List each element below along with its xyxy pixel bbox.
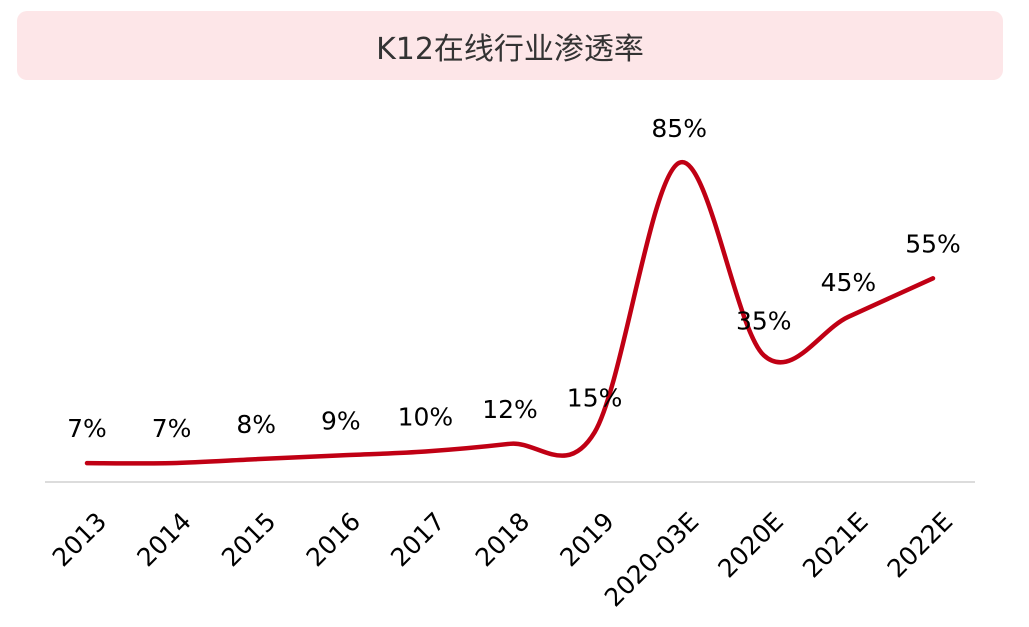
data-label: 35% xyxy=(736,306,792,335)
chart-title: K12在线行业渗透率 xyxy=(376,31,644,67)
x-tick-label: 2021E xyxy=(797,507,874,584)
x-tick-label: 2015 xyxy=(216,507,281,572)
data-label: 9% xyxy=(321,406,361,435)
x-tick-label: 2013 xyxy=(47,507,112,572)
data-label: 8% xyxy=(236,410,276,439)
x-tick-label: 2022E xyxy=(882,507,959,584)
data-label: 7% xyxy=(152,414,192,443)
x-tick-label: 2019 xyxy=(554,507,619,572)
x-tick-label: 2016 xyxy=(301,507,366,572)
x-tick-label: 2018 xyxy=(470,507,535,572)
chart-title-banner: K12在线行业渗透率 xyxy=(17,11,1003,80)
data-label: 15% xyxy=(567,383,623,412)
series-line-penetration xyxy=(84,160,936,466)
data-label: 12% xyxy=(482,395,538,424)
x-tick-label: 2014 xyxy=(131,507,196,572)
data-label: 10% xyxy=(398,403,454,432)
x-tick-label: 2020E xyxy=(712,507,789,584)
x-tick-label: 2017 xyxy=(385,507,450,572)
data-label: 55% xyxy=(905,229,961,258)
data-label: 7% xyxy=(67,414,107,443)
data-label: 85% xyxy=(651,114,707,143)
data-label: 45% xyxy=(821,268,877,297)
